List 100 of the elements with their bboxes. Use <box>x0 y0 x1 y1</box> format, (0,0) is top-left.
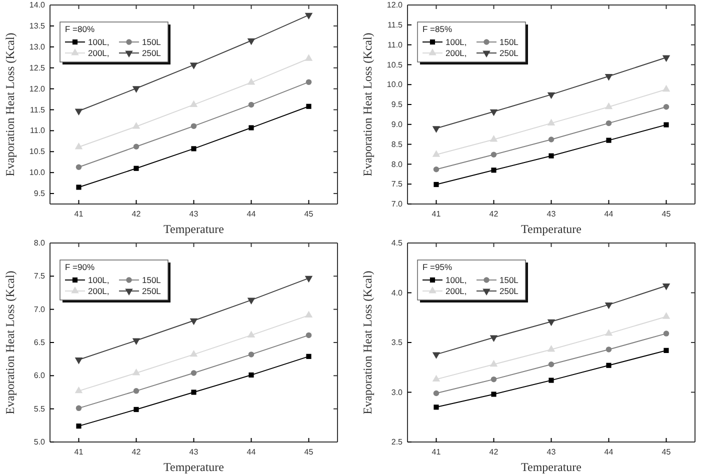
x-axis-title: Temperature <box>164 460 224 474</box>
point <box>74 386 83 394</box>
point <box>547 344 556 352</box>
point <box>432 352 440 359</box>
point <box>248 372 254 378</box>
point <box>248 102 254 108</box>
legend-label: 100L, <box>88 275 110 285</box>
y-tick-label: 7.0 <box>34 304 46 314</box>
legend-label: 150L <box>500 37 519 47</box>
x-tick-label: 43 <box>189 210 199 219</box>
point <box>132 122 140 129</box>
point <box>664 122 669 128</box>
x-tick-label: 41 <box>432 448 442 457</box>
x-tick-label: 42 <box>489 448 499 457</box>
point <box>306 104 312 109</box>
y-tick-label: 11.0 <box>388 40 404 50</box>
point <box>662 312 670 319</box>
point <box>490 109 498 116</box>
point <box>490 335 498 342</box>
x-tick-label: 43 <box>546 448 556 457</box>
point <box>190 370 197 376</box>
point <box>604 74 613 81</box>
x-axis-title: Temperature <box>521 222 582 236</box>
x-tick-label: 45 <box>304 448 314 457</box>
y-tick-label: 10.5 <box>386 60 404 70</box>
point <box>304 310 313 318</box>
legend-label: 100L, <box>446 37 467 47</box>
point <box>490 376 497 382</box>
point <box>74 358 83 364</box>
point <box>248 352 254 358</box>
point <box>132 86 140 93</box>
x-tick-label: 41 <box>432 210 442 219</box>
y-tick-label: 7.0 <box>391 200 404 209</box>
point <box>247 38 256 46</box>
y-tick-label: 7.5 <box>391 180 404 189</box>
point <box>306 79 312 85</box>
y-tick-label: 13.5 <box>29 22 46 31</box>
y-axis-title: Evaporation Heat Loss (Kcal) <box>360 270 374 414</box>
point <box>606 362 612 368</box>
point <box>547 319 556 326</box>
legend-label: 150L <box>500 275 519 285</box>
y-tick-label: 11.0 <box>30 126 46 136</box>
legend-label: 250L <box>500 48 519 58</box>
y-tick-label: 10.0 <box>29 168 46 178</box>
x-tick-label: 45 <box>662 448 672 457</box>
y-tick-label: 3.5 <box>391 338 404 348</box>
legend-label: 200L, <box>88 48 110 58</box>
point <box>190 318 198 326</box>
point <box>604 329 613 336</box>
point <box>490 360 498 367</box>
point <box>132 338 140 345</box>
legend-title: F =90% <box>65 262 95 272</box>
y-tick-label: 4.5 <box>391 238 404 248</box>
y-tick-label: 13.0 <box>29 42 46 52</box>
point <box>248 125 254 130</box>
legend-label: 250L <box>142 286 162 296</box>
x-tick-label: 41 <box>74 448 84 457</box>
y-tick-label: 10.0 <box>386 80 404 90</box>
point <box>663 104 670 110</box>
legend-title: F =95% <box>422 262 452 272</box>
point <box>304 54 313 61</box>
legend-label: 100L, <box>88 37 110 47</box>
legend-title: F =85% <box>422 24 452 34</box>
point <box>306 332 312 338</box>
point <box>76 405 82 412</box>
y-tick-label: 4.0 <box>391 288 404 298</box>
point <box>548 153 554 158</box>
point <box>190 62 198 70</box>
x-tick-label: 43 <box>546 210 556 219</box>
y-tick-label: 6.0 <box>34 371 46 380</box>
x-axis-title: Temperature <box>164 222 224 236</box>
x-tick-label: 42 <box>132 448 142 457</box>
point <box>491 392 496 397</box>
point <box>190 350 198 357</box>
x-tick-label: 42 <box>489 210 499 219</box>
point <box>74 108 83 116</box>
point <box>664 348 669 354</box>
point <box>76 164 82 170</box>
y-tick-label: 9.0 <box>391 120 404 129</box>
point <box>662 55 670 62</box>
point <box>604 102 613 110</box>
point <box>304 276 313 283</box>
y-tick-label: 11.5 <box>30 105 46 114</box>
y-tick-label: 9.5 <box>391 100 404 110</box>
point <box>133 144 140 150</box>
point <box>490 152 497 158</box>
point <box>76 424 82 429</box>
point <box>304 12 313 20</box>
y-axis-title: Evaporation Heat Loss (Kcal) <box>3 32 17 176</box>
y-tick-label: 11.5 <box>388 20 404 30</box>
point <box>190 123 197 129</box>
point <box>432 126 440 133</box>
y-axis-title: Evaporation Heat Loss (Kcal) <box>3 270 17 414</box>
point <box>306 354 312 359</box>
x-tick-label: 44 <box>604 210 614 219</box>
legend-label: 150L <box>142 275 162 285</box>
y-tick-label: 9.5 <box>34 189 46 198</box>
point <box>547 92 556 100</box>
y-tick-label: 7.5 <box>34 272 46 281</box>
y-tick-label: 10.5 <box>29 147 46 156</box>
